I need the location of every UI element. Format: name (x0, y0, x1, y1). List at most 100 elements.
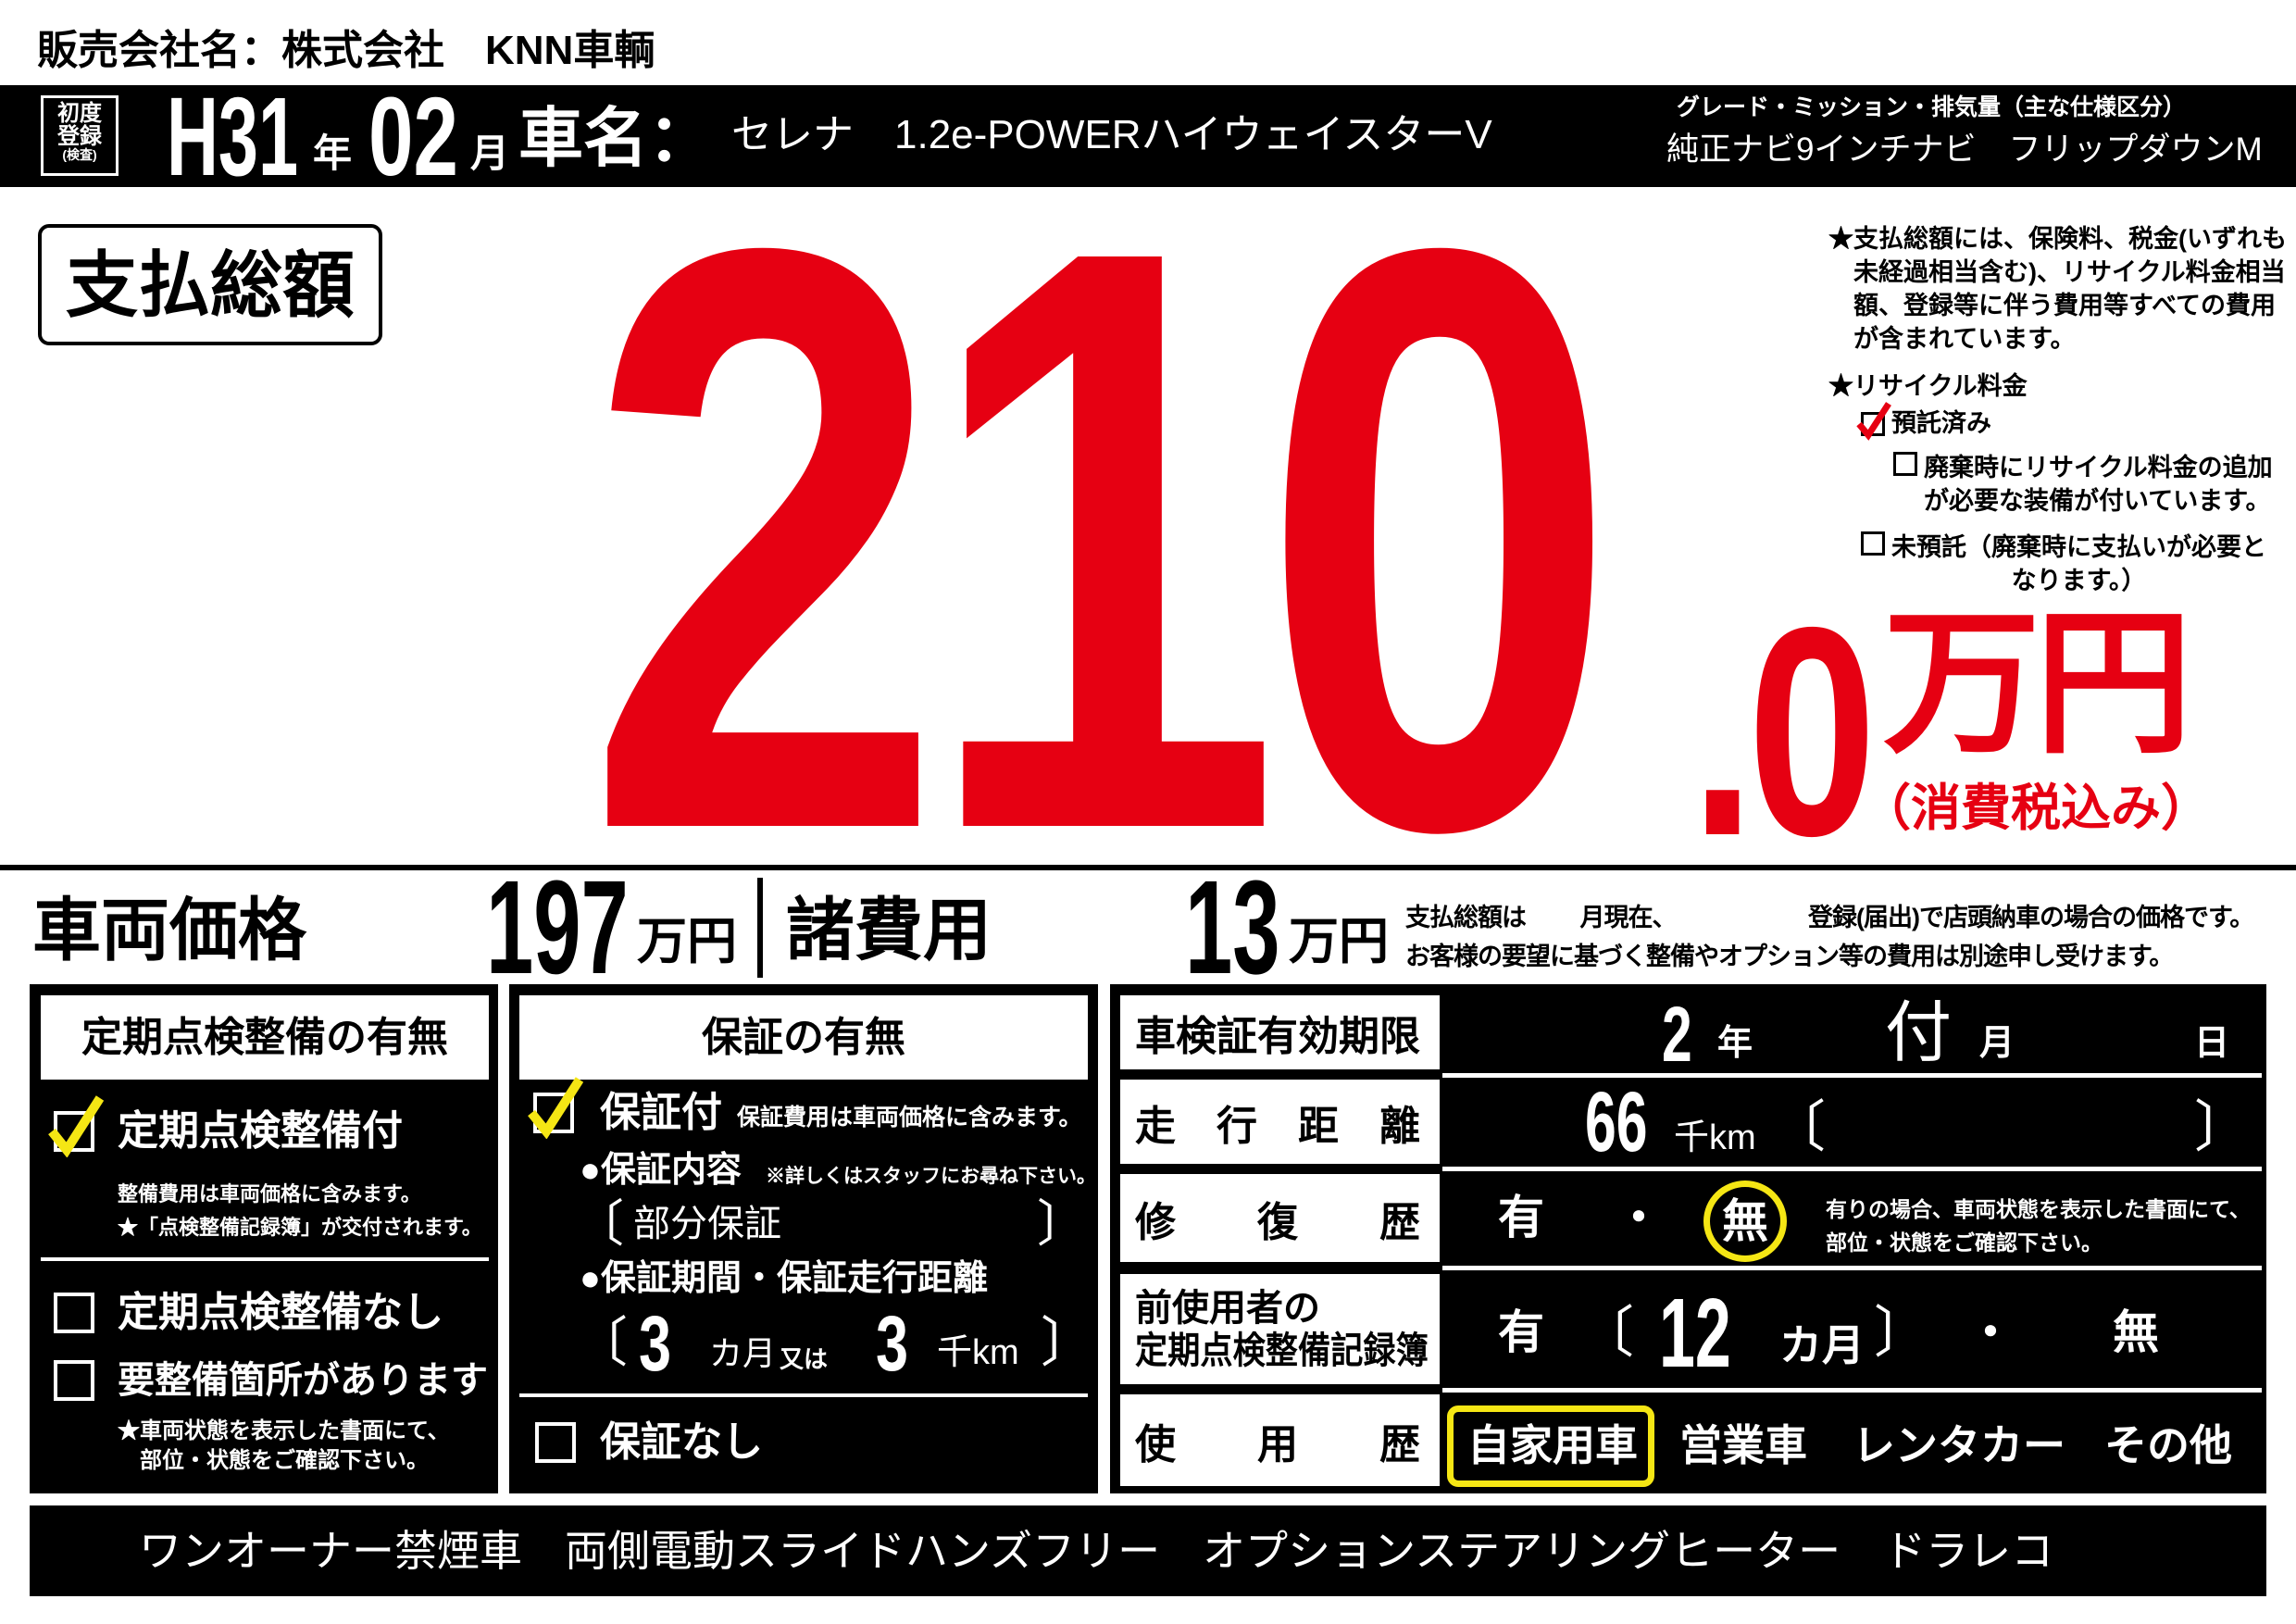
records-months-unit: カ月 (1779, 1321, 1865, 1369)
note-line: ★「点検整備記録簿」が交付されます。 (118, 1216, 482, 1239)
total-label: 支払総額 (38, 224, 382, 345)
car-name-label: 車名： (518, 102, 713, 174)
disclaimer-line: お客様の要望に基づく整備やオプション等の費用は別途申し受けます。 (1405, 943, 2174, 970)
warranty-with-note: 保証費用は車両価格に含みます。 (737, 1105, 1082, 1131)
note-line: 未経過相当含む)、リサイクル料金相当 (1853, 258, 2286, 286)
warranty-without-checkbox[interactable] (535, 1422, 576, 1463)
maintenance-with-notes: 整備費用は車両価格に含みます。 ★「点検整備記録簿」が交付されます。 (118, 1178, 482, 1244)
row-divider (1442, 1266, 2262, 1270)
month-unit: 月 (470, 131, 510, 175)
fees-label: 諸費用 (786, 892, 992, 968)
needs-maintenance-notes: ★車両状態を表示した書面にて、 部位・状態をご確認下さい。 (118, 1417, 450, 1476)
warranty-months: 3 (639, 1315, 672, 1374)
records-label: 前使用者の 定期点検整備記録簿 (1120, 1274, 1440, 1384)
vertical-divider (757, 878, 763, 978)
fees-value: 13 (1185, 877, 1280, 979)
warranty-without-label: 保証なし (600, 1419, 763, 1465)
maintenance-without-label: 定期点検整備なし (118, 1290, 443, 1335)
vehicle-price-label: 車両価格 (32, 892, 306, 968)
note-line: 部位・状態をご確認下さい。 (140, 1448, 429, 1473)
warranty-distance: 3 (876, 1315, 909, 1374)
fees-unit: 万円 (1289, 914, 1389, 969)
warranty-content-value: 部分保証 (633, 1204, 781, 1244)
mileage-value: 66 (1585, 1091, 1648, 1156)
vehicle-price-value: 197 (486, 877, 629, 979)
yellow-check-icon (48, 1095, 104, 1157)
repair-dot: ・ (1616, 1192, 1662, 1243)
bracket-close: 〕 (1037, 1196, 1087, 1252)
warranty-content-note: ※詳しくはスタッフにお尋ね下さい。 (766, 1166, 1096, 1187)
header-bar (0, 85, 2296, 187)
records-months: 12 (1659, 1296, 1731, 1371)
usage-commercial[interactable]: 営業車 (1679, 1421, 1807, 1469)
vehicle-price-unit: 万円 (637, 914, 737, 969)
first-reg-line: (検査) (62, 147, 97, 163)
usage-private[interactable]: 自家用車 (1467, 1421, 1638, 1469)
divider (0, 865, 2296, 870)
car-name: セレナ 1.2e-POWERハイウェイスターV (731, 112, 1492, 157)
divider (519, 1393, 1088, 1397)
repair-no[interactable]: 無 (1722, 1195, 1768, 1247)
bracket-close: 〕 (1874, 1302, 1929, 1364)
divider (41, 1257, 489, 1261)
total-note: ★支払総額には、保険料、税金(いずれも 未経過相当含む)、リサイクル料金相当 額… (1828, 222, 2287, 356)
row-divider (1442, 1167, 2262, 1171)
first-registration-badge: 初度 登録 (検査) (41, 95, 119, 176)
total-unit: 万円 (1883, 596, 2192, 772)
recycle-extra-checkbox[interactable] (1893, 452, 1917, 476)
warranty-months-unit: カ月 (709, 1334, 777, 1372)
bracket-open: 〔 (1578, 1302, 1634, 1364)
option-line: が必要な装備が付いています。 (1924, 487, 2271, 515)
reg-month: 02 (368, 94, 458, 180)
records-dot: ・ (1967, 1306, 2014, 1358)
records-yes[interactable]: 有 (1498, 1306, 1544, 1358)
needs-maintenance-checkbox[interactable] (54, 1360, 94, 1401)
bracket-open: 〔 (1770, 1096, 1826, 1158)
repair-note: 有りの場合、車両状態を表示した書面にて、 部位・状態をご確認下さい。 (1826, 1193, 2251, 1259)
bracket-close: 〕 (1041, 1313, 1095, 1373)
row-divider (1442, 1388, 2262, 1393)
inspection-label: 車検証有効期限 (1120, 995, 1440, 1069)
recycle-option-label: 未預託（廃棄時に支払いが必要と なります。） (1891, 531, 2266, 597)
warranty-with-label: 保証付 (600, 1090, 722, 1135)
price-disclaimer: 支払総額は 月現在、 登録(届出)で店頭納車の場合の価格です。 お客様の要望に基づ… (1405, 898, 2254, 976)
features-bar: ワンオーナー禁煙車 両側電動スライドハンズフリー オプションステアリングヒーター… (30, 1505, 2266, 1596)
total-price-integer: 210 (585, 226, 1598, 856)
usage-rental[interactable]: レンタカー (1853, 1421, 2065, 1469)
repair-yes[interactable]: 有 (1498, 1192, 1544, 1243)
note-line: ★支払総額には、保険料、税金(いずれも (1828, 225, 2287, 253)
mileage-unit: 千km (1674, 1118, 1756, 1157)
bracket-open: 〔 (574, 1313, 629, 1373)
note-line: 有りの場合、車両状態を表示した書面にて、 (1826, 1197, 2251, 1221)
repair-label: 修 復 歴 (1120, 1174, 1440, 1262)
needs-maintenance-label: 要整備箇所があります (118, 1360, 488, 1401)
note-line: ★車両状態を表示した書面にて、 (118, 1418, 450, 1443)
red-check-icon (1856, 402, 1891, 441)
label-line: 前使用者の (1135, 1287, 1320, 1329)
bracket-open: 〔 (574, 1196, 624, 1252)
recycle-label: ★リサイクル料金 (1828, 372, 2028, 400)
disclaimer-line: 支払総額は 月現在、 登録(届出)で店頭納車の場合の価格です。 (1405, 904, 2254, 931)
maintenance-without-checkbox[interactable] (54, 1293, 94, 1333)
selected-box (1447, 1405, 1654, 1487)
option-line: なります。） (2011, 567, 2147, 594)
row-divider (1442, 1073, 2262, 1078)
reg-year: H31 (167, 94, 299, 180)
year-unit: 年 (313, 131, 353, 175)
note-line: 整備費用は車両価格に含みます。 (118, 1182, 421, 1206)
records-no[interactable]: 無 (2113, 1306, 2159, 1358)
label-line: 定期点検整備記録簿 (1135, 1330, 1429, 1371)
bracket-close: 〕 (2194, 1096, 2250, 1158)
note-line: 部位・状態をご確認下さい。 (1826, 1230, 2103, 1255)
recycle-undeposited-checkbox[interactable] (1861, 531, 1885, 556)
warranty-period-label: ●保証期間・保証走行距離 (580, 1259, 988, 1298)
warranty-distance-unit: 千km (937, 1333, 1019, 1372)
grade-label: グレード・ミッション・排気量（主な仕様区分） (1677, 94, 2187, 120)
inspection-month-unit: 月 (1979, 1024, 2015, 1063)
usage-other[interactable]: その他 (2104, 1421, 2232, 1469)
note-line: が含まれています。 (1853, 325, 2076, 353)
inspection-year-unit: 年 (1717, 1024, 1753, 1063)
tax-note: （消費税込み） (1861, 781, 2211, 836)
inspection-year: 2 (1662, 1006, 1692, 1065)
total-price-decimal: .0 (1691, 619, 1870, 845)
